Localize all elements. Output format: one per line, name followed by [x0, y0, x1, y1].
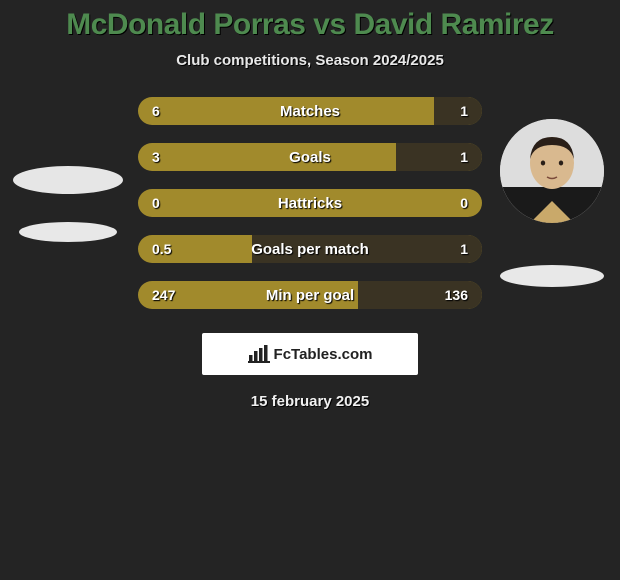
brand-text: FcTables.com: [274, 346, 373, 363]
player-left-col: [8, 164, 128, 242]
bar-chart-icon: [248, 345, 270, 363]
stat-row-gpm: 0.5 Goals per match 1: [138, 235, 482, 263]
player-left-avatar: [13, 166, 123, 194]
stat-right-value: 0: [460, 189, 468, 217]
player-left-shadow: [19, 222, 117, 242]
player-right-col: [492, 119, 612, 287]
stat-right-value: 1: [460, 97, 468, 125]
date-label: 15 february 2025: [0, 393, 620, 410]
stat-row-goals: 3 Goals 1: [138, 143, 482, 171]
stat-right-value: 136: [445, 281, 468, 309]
stat-row-hattricks: 0 Hattricks 0: [138, 189, 482, 217]
stat-label: Goals per match: [138, 235, 482, 263]
stat-label: Matches: [138, 97, 482, 125]
stat-label: Goals: [138, 143, 482, 171]
player-right-avatar: [500, 119, 604, 223]
subtitle: Club competitions, Season 2024/2025: [0, 52, 620, 69]
stat-label: Hattricks: [138, 189, 482, 217]
avatar-placeholder-icon: [500, 119, 604, 223]
stat-right-value: 1: [460, 235, 468, 263]
player-right-shadow: [500, 265, 604, 287]
stat-right-value: 1: [460, 143, 468, 171]
page-title: McDonald Porras vs David Ramirez: [0, 8, 620, 42]
stats-column: 6 Matches 1 3 Goals 1 0 Hattricks 0 0.5 …: [128, 97, 492, 309]
stat-row-matches: 6 Matches 1: [138, 97, 482, 125]
stat-label: Min per goal: [138, 281, 482, 309]
stat-row-mpg: 247 Min per goal 136: [138, 281, 482, 309]
brand-badge[interactable]: FcTables.com: [202, 333, 418, 375]
